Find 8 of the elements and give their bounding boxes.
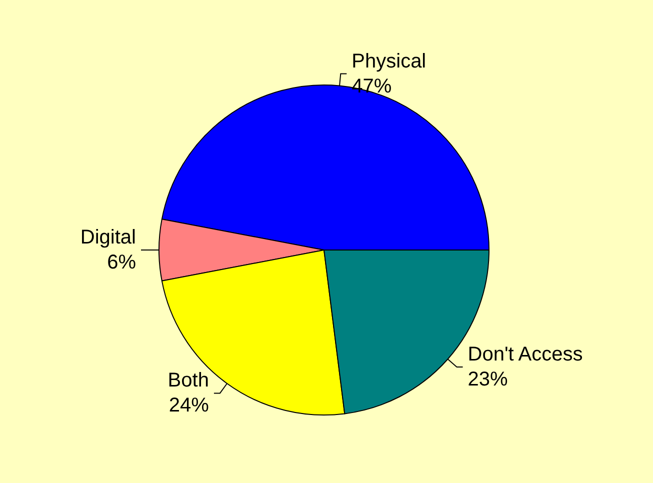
slice-label: Don't Access bbox=[468, 344, 583, 366]
slice-label: Both bbox=[168, 370, 209, 392]
slice-label: Digital bbox=[80, 226, 136, 248]
data-label: 47% bbox=[352, 75, 392, 98]
data-label: 23% bbox=[468, 368, 508, 391]
data-label: 6% bbox=[107, 252, 136, 274]
slice-label: Physical bbox=[352, 50, 426, 72]
data-label: 24% bbox=[168, 394, 210, 417]
